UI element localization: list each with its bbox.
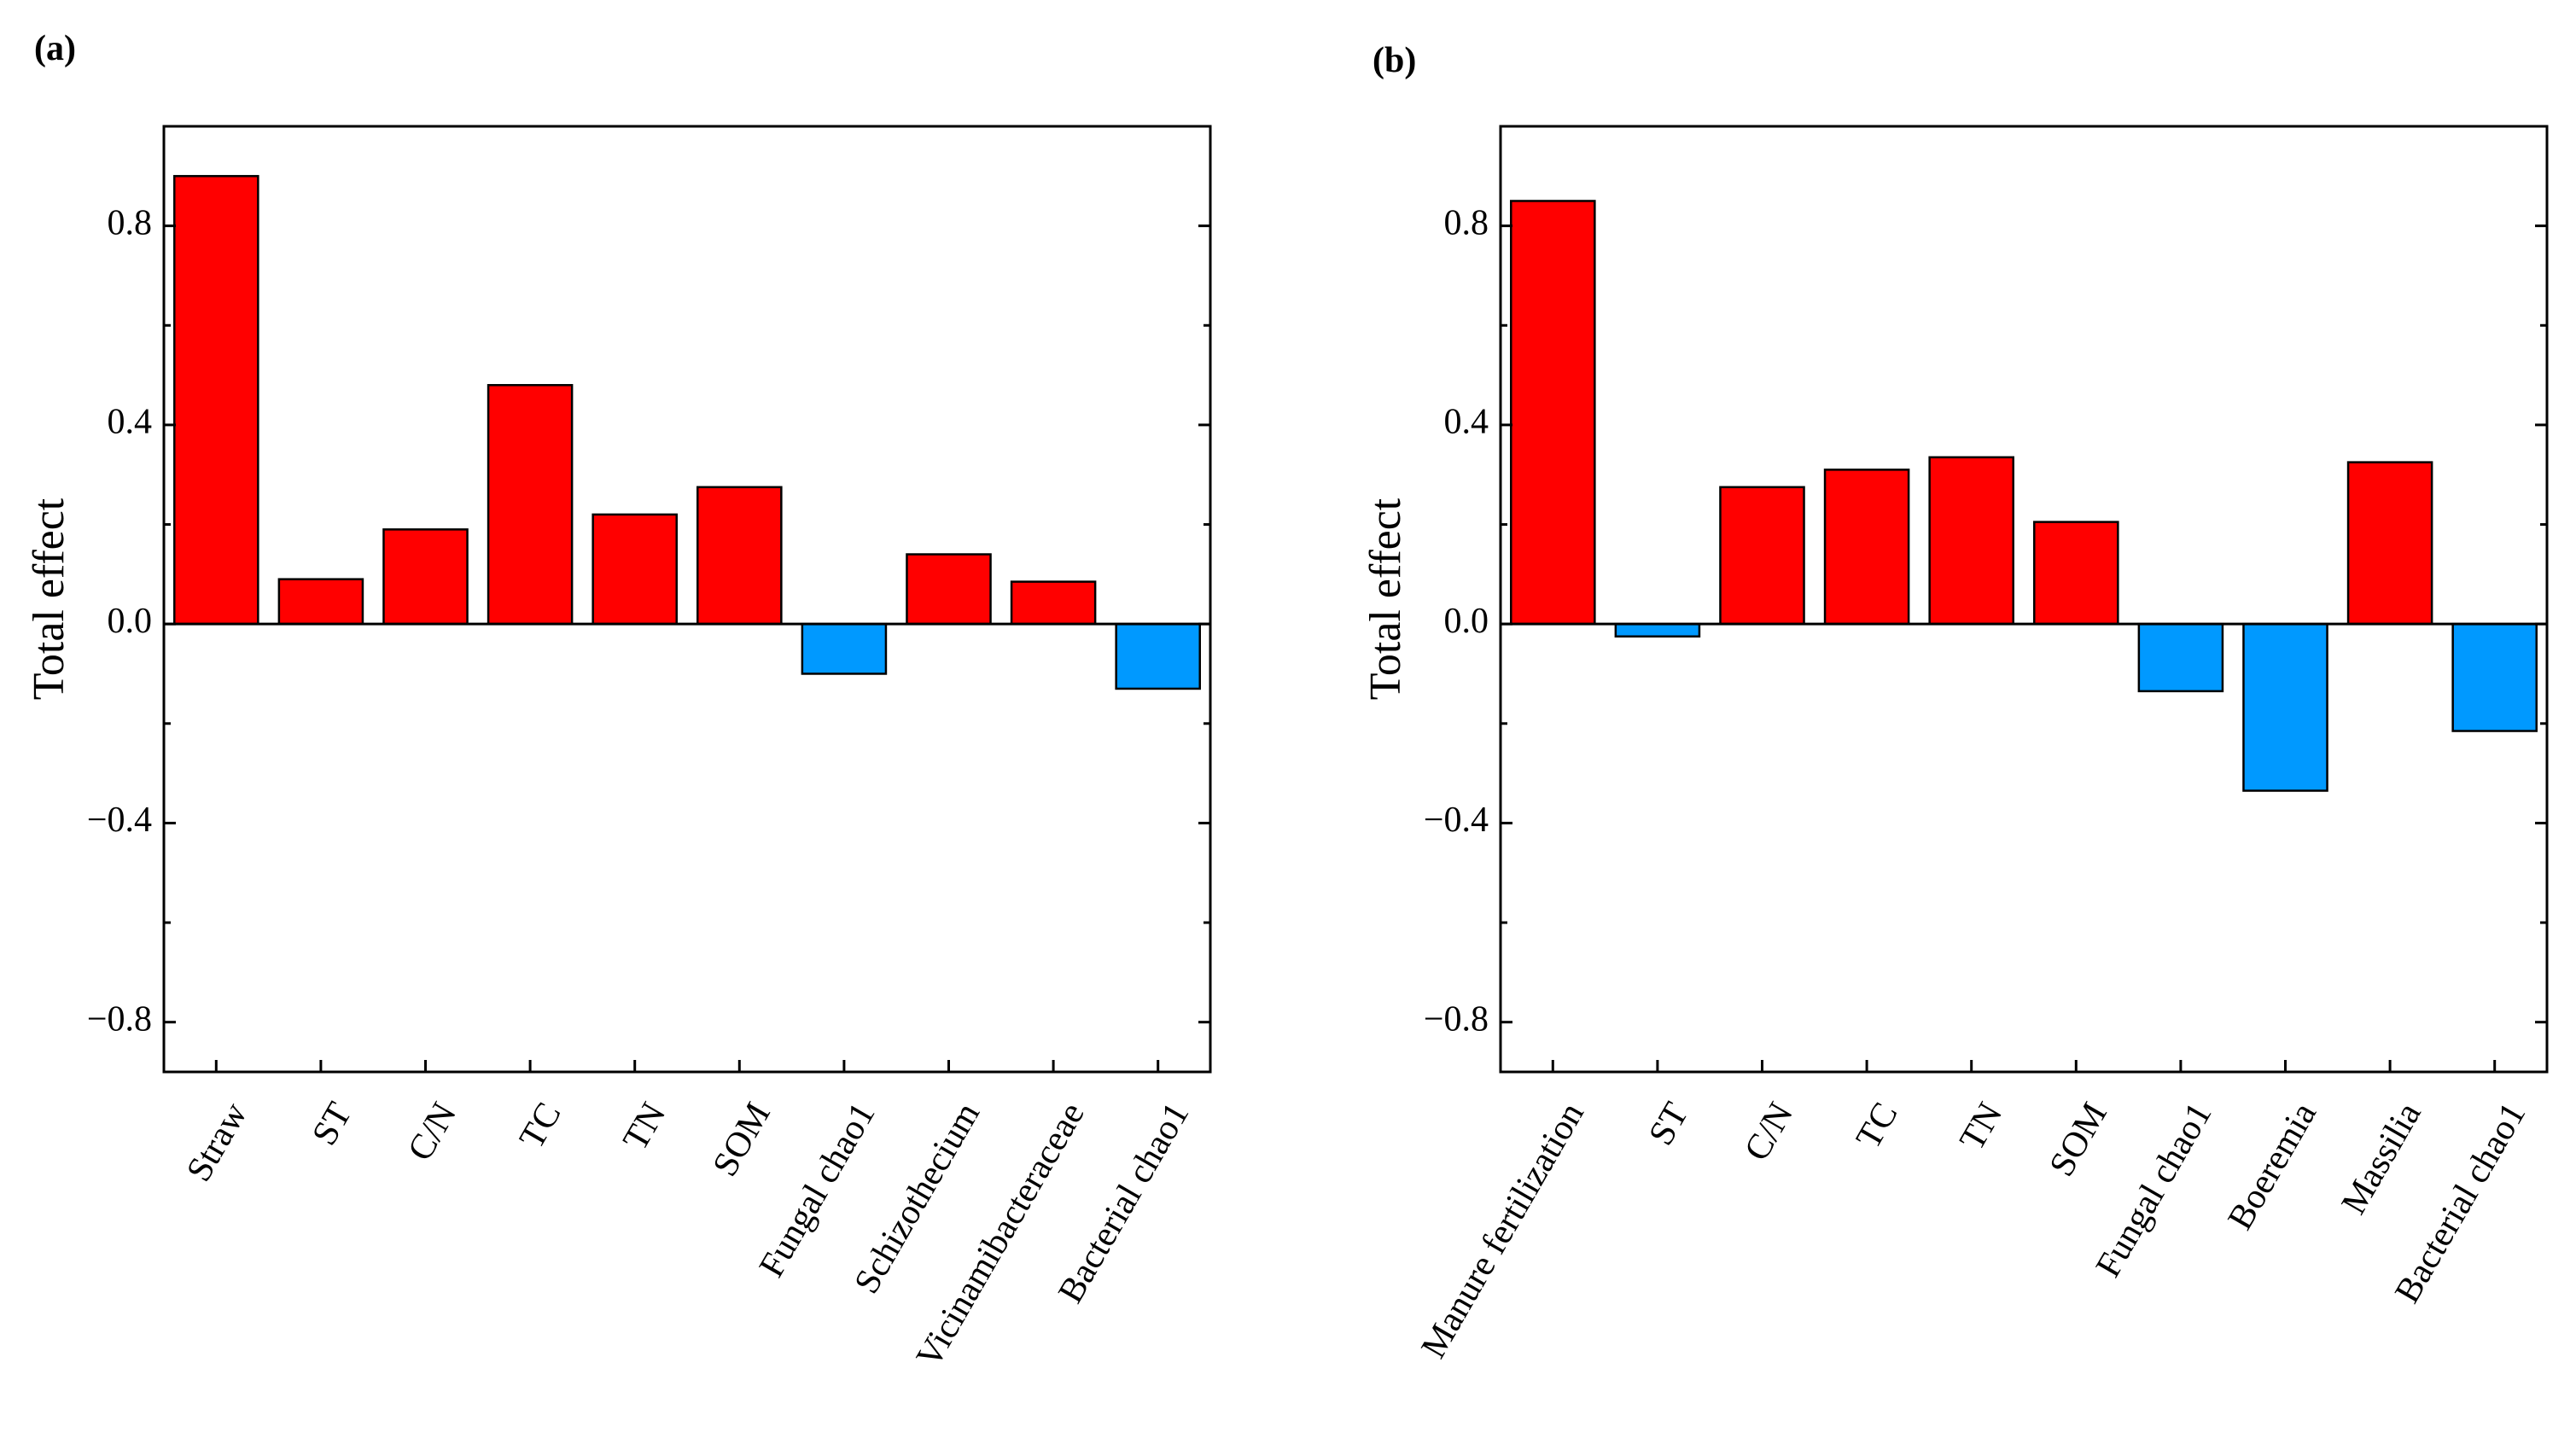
y-tick-label: −0.8 (1424, 999, 1489, 1039)
x-category-label: SOM (706, 1096, 778, 1183)
x-category-label: TN (1952, 1096, 2010, 1156)
bar-9 (1010, 580, 1097, 626)
y-tick-label: 0.8 (1444, 203, 1489, 242)
panel-label: (b) (1373, 41, 1416, 80)
x-category-label: Massilia (2334, 1096, 2429, 1221)
bar-4 (1823, 469, 1910, 626)
bar-10 (2451, 622, 2538, 732)
y-tick-label: −0.4 (87, 801, 152, 840)
x-category-label: SOM (2043, 1096, 2115, 1183)
x-category-label: Manure fertilization (1414, 1096, 1592, 1365)
bar-4 (487, 383, 574, 626)
bar-6 (696, 486, 783, 626)
bar-5 (1928, 456, 2014, 626)
chart-panel-a: (a) Total effect 0.8 0.4 0.0 −0.4 −0.8 Straw ST C… (25, 29, 1212, 1374)
bar-8 (906, 553, 992, 626)
bar-7 (801, 622, 888, 675)
bar-1 (173, 175, 259, 626)
y-tick-label: 0.0 (1444, 602, 1489, 641)
bar-6 (2033, 521, 2119, 626)
x-category-label: ST (1641, 1096, 1696, 1151)
bar-5 (592, 513, 678, 626)
bar-10 (1115, 622, 1201, 690)
bar-8 (2242, 622, 2328, 792)
x-category-label: ST (305, 1096, 359, 1151)
y-axis-title: Total effect (25, 498, 73, 700)
bar-1 (1510, 200, 1596, 626)
plot-frame (162, 125, 1212, 1074)
bar-9 (2346, 461, 2433, 626)
y-tick-label: 0.0 (108, 602, 153, 641)
x-category-label: TC (512, 1096, 569, 1155)
x-category-label: TN (615, 1096, 673, 1156)
panel-label: (a) (34, 29, 76, 68)
bar-3 (1719, 486, 1805, 626)
y-tick-label: 0.8 (108, 203, 153, 242)
x-category-label: Boeremia (2221, 1096, 2325, 1237)
x-category-label: C/N (1737, 1096, 1801, 1167)
bar-7 (2137, 622, 2224, 693)
x-category-label: Straw (179, 1096, 255, 1188)
y-axis-title: Total effect (1361, 498, 1410, 700)
bar-2 (1614, 622, 1701, 638)
chart-panel-b: (b) Total effect 0.8 0.4 0.0 −0.4 −0.8 Manure f… (1361, 41, 2549, 1365)
y-tick-label: 0.4 (1444, 403, 1489, 442)
y-tick-label: −0.8 (87, 999, 152, 1039)
y-tick-label: −0.4 (1424, 801, 1489, 840)
x-category-label: C/N (400, 1096, 464, 1167)
bar-3 (382, 528, 469, 626)
x-category-label: TC (1849, 1096, 1906, 1155)
plot-frame (1499, 125, 2549, 1074)
y-tick-label: 0.4 (108, 403, 153, 442)
bar-2 (277, 578, 364, 626)
